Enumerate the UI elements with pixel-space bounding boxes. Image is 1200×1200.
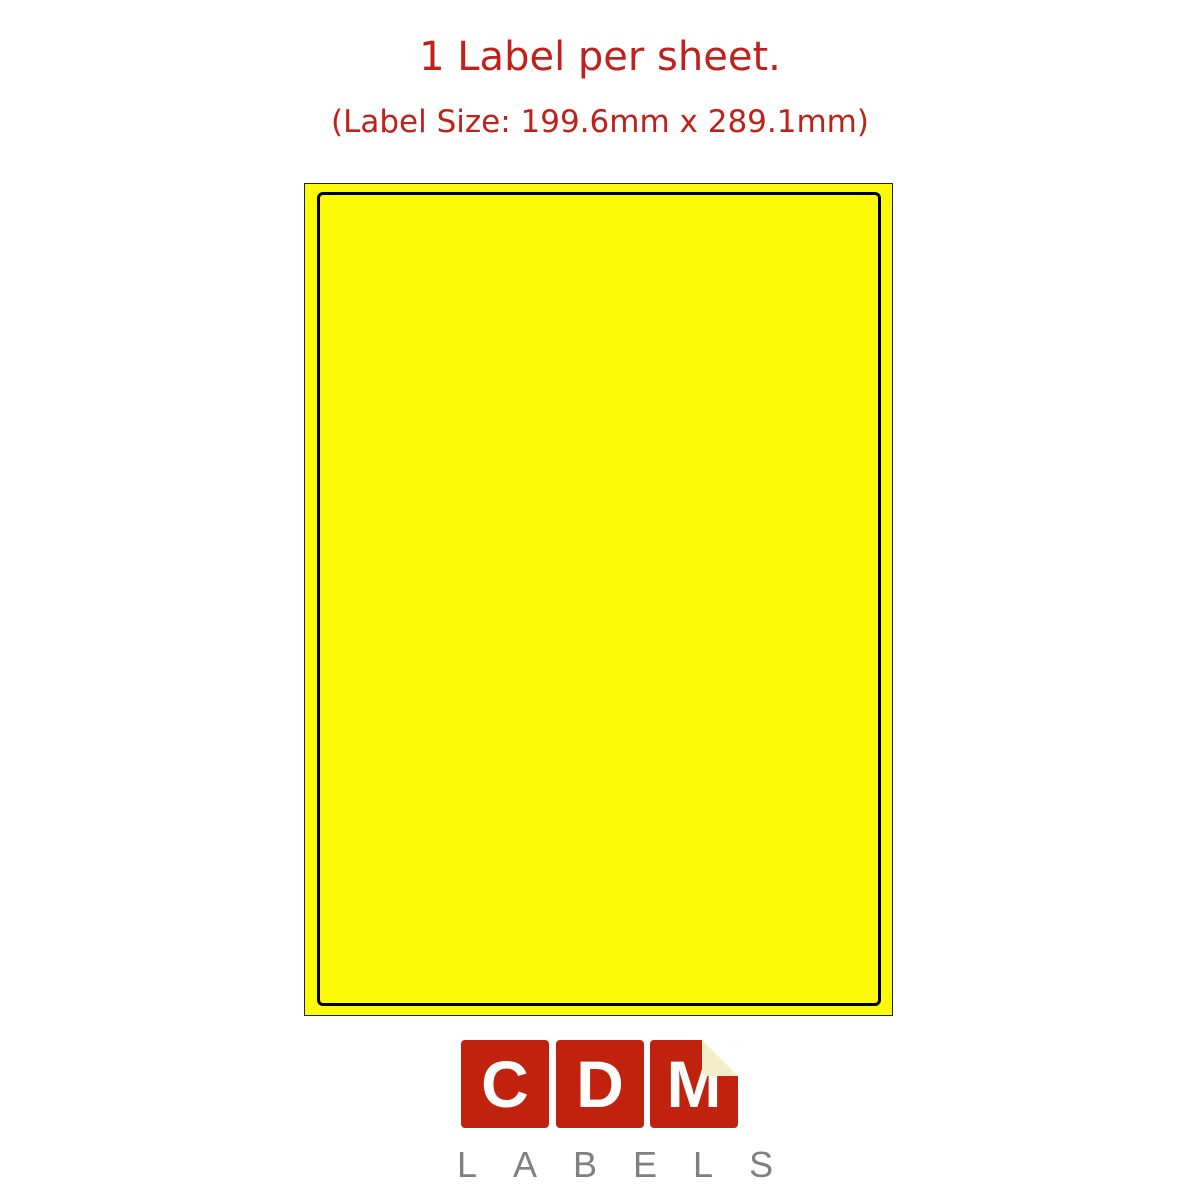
logo-letter-c: C bbox=[461, 1040, 549, 1128]
page-title: 1 Label per sheet. bbox=[419, 34, 781, 80]
logo-tagline: LABELS bbox=[457, 1144, 810, 1185]
cdm-labels-logo: C D M LABELS bbox=[457, 1040, 773, 1190]
label-sheet bbox=[304, 183, 893, 1016]
label-outline bbox=[317, 192, 881, 1006]
peel-corner-icon bbox=[702, 1040, 738, 1076]
logo-letter-m: M bbox=[650, 1040, 738, 1128]
label-size-subtitle: (Label Size: 199.6mm x 289.1mm) bbox=[331, 104, 869, 140]
logo-letter-d: D bbox=[556, 1040, 644, 1128]
